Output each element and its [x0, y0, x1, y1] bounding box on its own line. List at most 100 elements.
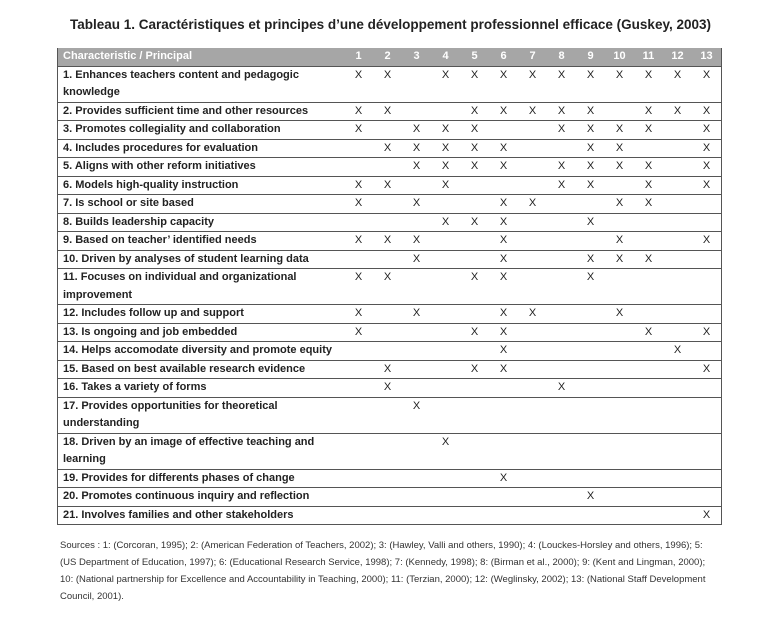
cell [634, 397, 663, 434]
cell: X [576, 66, 605, 103]
cell: X [547, 176, 576, 195]
cell [402, 102, 431, 121]
cell [692, 250, 722, 269]
cell [518, 433, 547, 470]
cell: X [489, 139, 518, 158]
cell: X [576, 250, 605, 269]
cell: X [576, 268, 605, 305]
cell [634, 433, 663, 470]
cell: X [489, 66, 518, 103]
cell [634, 268, 663, 305]
row-label: 11. Focuses on individual and organizati… [57, 268, 344, 305]
table-row: 2. Provides sufficient time and other re… [57, 102, 722, 121]
cell [518, 268, 547, 305]
cell [605, 487, 634, 507]
cell: X [547, 102, 576, 121]
cell: X [460, 157, 489, 177]
cell: X [489, 469, 518, 488]
cell [344, 360, 373, 379]
cell: X [344, 323, 373, 342]
cell [344, 250, 373, 269]
cell [663, 213, 692, 232]
cell: X [489, 213, 518, 232]
cell: X [344, 231, 373, 251]
cell: X [518, 102, 547, 121]
cell [605, 102, 634, 121]
cell: X [547, 120, 576, 140]
cell [373, 323, 402, 342]
cell [431, 250, 460, 269]
cell: X [605, 66, 634, 103]
cell [692, 397, 722, 434]
cell [518, 487, 547, 507]
cell [692, 268, 722, 305]
cell: X [402, 250, 431, 269]
cell: X [605, 139, 634, 158]
cell: X [373, 268, 402, 305]
cell [576, 194, 605, 214]
cell [460, 433, 489, 470]
cell [547, 397, 576, 434]
cell: X [634, 157, 663, 177]
cell [460, 506, 489, 525]
cell [605, 176, 634, 195]
cell [576, 433, 605, 470]
cell: X [489, 194, 518, 214]
cell: X [692, 157, 722, 177]
cell [460, 176, 489, 195]
cell [634, 487, 663, 507]
cell: X [692, 323, 722, 342]
cell: X [576, 120, 605, 140]
cell: X [344, 102, 373, 121]
cell: X [373, 66, 402, 103]
cell [692, 194, 722, 214]
cell [663, 176, 692, 195]
column-header: 3 [402, 48, 431, 67]
cell [489, 487, 518, 507]
table: Characteristic / Principal 1 2 3 4 5 6 7 8 9 10 11 1… [57, 48, 722, 525]
table-row: 3. Promotes collegiality and collaborati… [57, 120, 722, 140]
column-header: 1 [344, 48, 373, 67]
cell [518, 139, 547, 158]
cell [576, 378, 605, 398]
cell: X [634, 194, 663, 214]
cell [489, 397, 518, 434]
cell: X [547, 66, 576, 103]
cell [402, 433, 431, 470]
cell: X [518, 66, 547, 103]
cell [402, 323, 431, 342]
cell [460, 397, 489, 434]
cell [402, 469, 431, 488]
cell: X [344, 176, 373, 195]
cell [518, 323, 547, 342]
cell: X [634, 176, 663, 195]
cell [663, 231, 692, 251]
cell [605, 360, 634, 379]
column-header: 10 [605, 48, 634, 67]
table-row: 10. Driven by analyses of student learni… [57, 250, 722, 269]
cell [605, 378, 634, 398]
cell [692, 341, 722, 361]
table-row: 19. Provides for differents phases of ch… [57, 469, 722, 488]
cell [547, 341, 576, 361]
row-label: 6. Models high-quality instruction [57, 176, 344, 195]
cell [431, 469, 460, 488]
row-label: 20. Promotes continuous inquiry and refl… [57, 487, 344, 507]
row-label: 18. Driven by an image of effective teac… [57, 433, 344, 470]
cell: X [344, 66, 373, 103]
cell [373, 194, 402, 214]
cell [605, 323, 634, 342]
cell [460, 304, 489, 324]
column-header: 13 [692, 48, 722, 67]
cell [634, 213, 663, 232]
cell [663, 378, 692, 398]
cell [518, 250, 547, 269]
column-header: 2 [373, 48, 402, 67]
cell [634, 139, 663, 158]
cell [576, 323, 605, 342]
row-label: 14. Helps accomodate diversity and promo… [57, 341, 344, 361]
cell [692, 213, 722, 232]
cell: X [605, 231, 634, 251]
cell [373, 397, 402, 434]
cell [373, 120, 402, 140]
